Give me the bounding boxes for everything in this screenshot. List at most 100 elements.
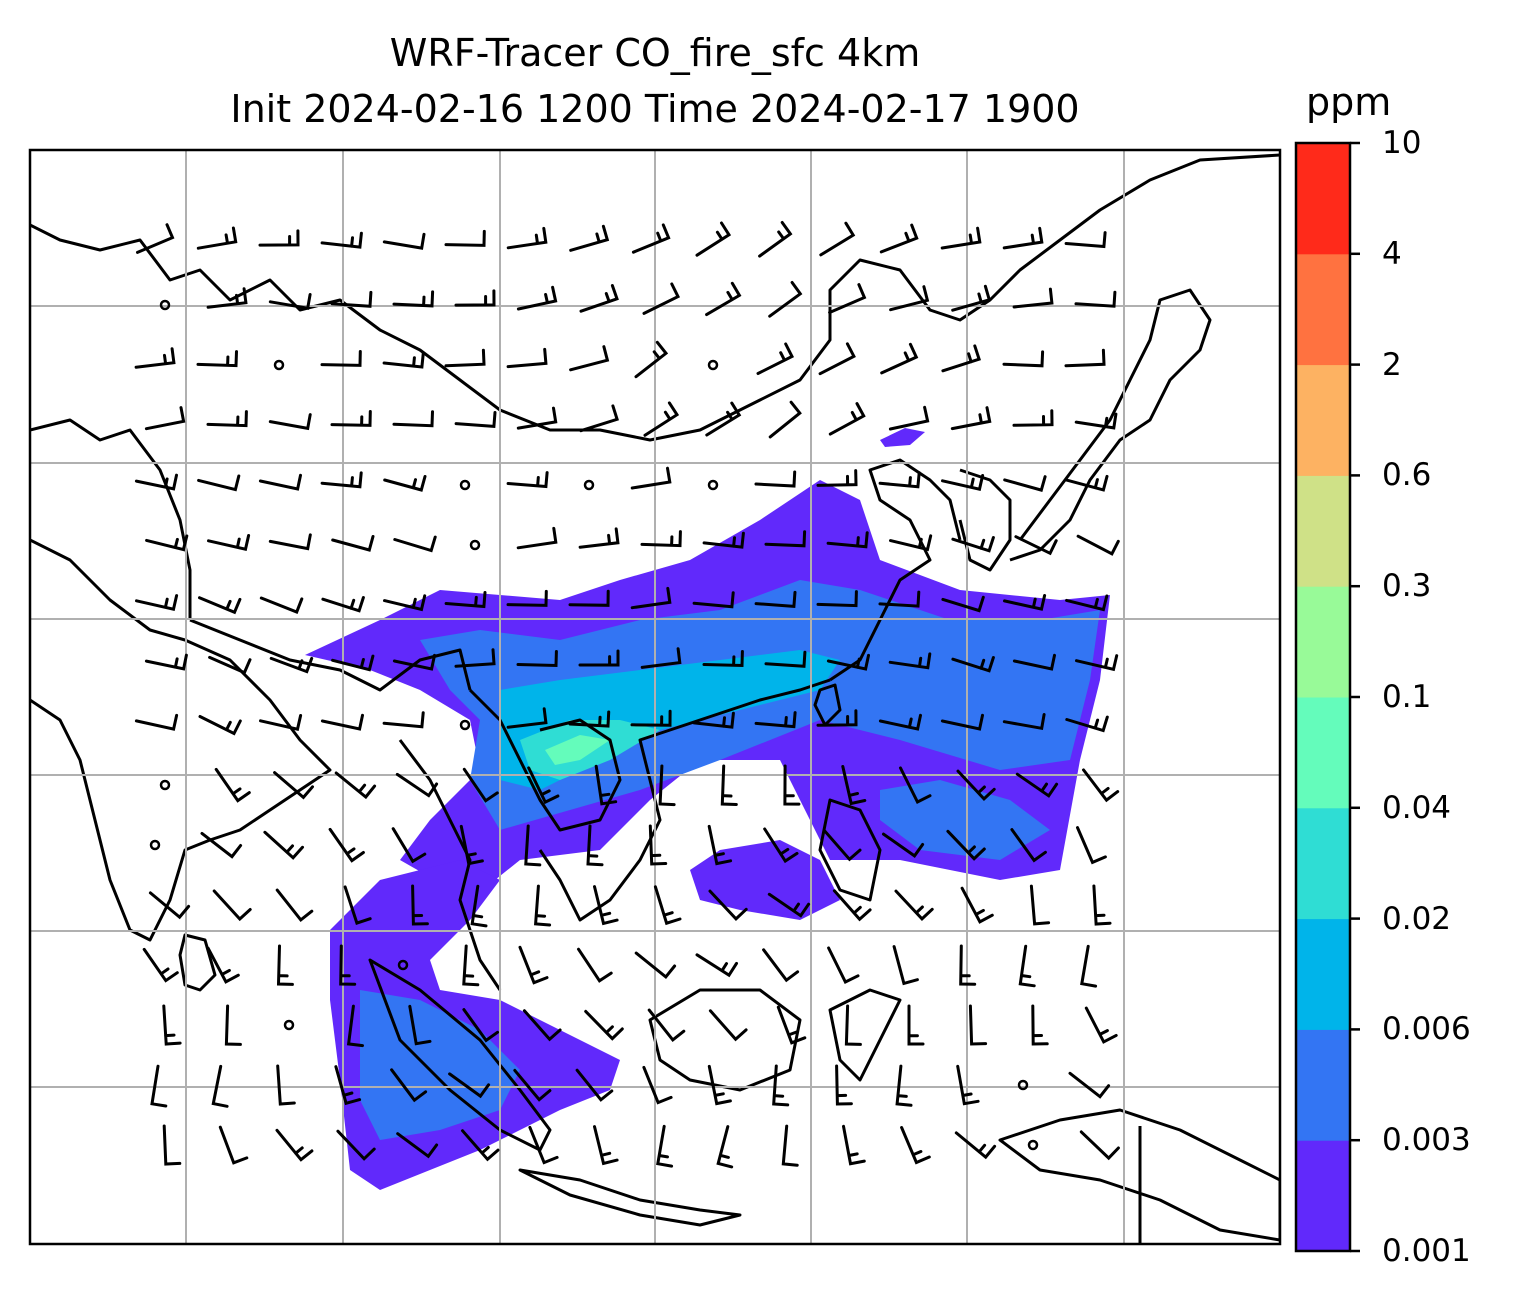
wind-barb [1010, 828, 1047, 863]
japan [1009, 288, 1212, 562]
wind-barb [768, 281, 803, 318]
wind-barb [528, 1125, 559, 1165]
wind-barb [695, 953, 738, 978]
wind-barb [959, 944, 977, 986]
wind-barb [506, 589, 548, 607]
wind-barb [343, 885, 372, 925]
wind-barb [940, 226, 982, 250]
wind-barb [392, 410, 434, 428]
wind-barb [268, 413, 312, 431]
china-coast [829, 458, 962, 682]
wind-barb [707, 824, 733, 866]
wind-barb [162, 1124, 182, 1166]
wind-barb [642, 1065, 673, 1105]
wind-barb [941, 595, 985, 613]
wind-barb [705, 401, 742, 437]
map-title-line1: WRF-Tracer CO_fire_sfc 4km [389, 31, 921, 75]
map-frame [28, 148, 1282, 1246]
wind-barb [444, 348, 486, 368]
wind-barb [1031, 1004, 1049, 1046]
wind-barb [586, 824, 604, 867]
wind-barb [827, 946, 860, 985]
wind-barb [634, 340, 669, 379]
wind-barb [320, 350, 362, 367]
wind-barb [506, 707, 548, 729]
wind-barb [198, 715, 242, 736]
wind-barb [951, 656, 995, 673]
wind-barb [630, 709, 672, 727]
wind-barb [708, 889, 748, 922]
wind-barb [224, 1004, 242, 1046]
wind-barb [816, 709, 858, 727]
wind-barb [1065, 474, 1109, 492]
india-coast [30, 538, 332, 942]
wind-barb [892, 945, 919, 986]
wind-barb [142, 947, 179, 983]
wind-barb [781, 1124, 799, 1167]
wind-barb [842, 1124, 866, 1166]
wind-barb [339, 944, 357, 986]
calm-wind-circle [583, 479, 595, 491]
wind-barb [1014, 535, 1058, 556]
wind-barb [889, 285, 930, 312]
wind-barb [630, 466, 672, 490]
wind-barb [207, 534, 251, 551]
java [518, 1168, 742, 1227]
wind-barb [148, 891, 191, 920]
wind-barb [506, 471, 549, 489]
wind-barb [214, 767, 251, 803]
wind-barb [1015, 772, 1059, 798]
northern-borders [30, 153, 1280, 442]
calm-wind-circle [159, 299, 171, 311]
wind-barb [823, 829, 862, 862]
wind-barb [1084, 1006, 1118, 1044]
wind-barb [764, 650, 807, 668]
wind-barb [593, 1125, 619, 1166]
wind-barb [516, 650, 558, 668]
wind-barb [888, 405, 930, 431]
wind-barb [1029, 884, 1051, 926]
wind-barb [1080, 944, 1098, 988]
wind-barb [707, 1064, 732, 1106]
wind-barb [461, 1129, 500, 1162]
wind-barb [593, 885, 619, 926]
wind-barb [879, 223, 919, 254]
wind-barb [578, 649, 620, 667]
wind-barb [320, 471, 363, 489]
wind-barb [328, 827, 365, 863]
wind-barb [448, 1072, 491, 1099]
wind-barb [331, 654, 375, 672]
plume-core-level5 [545, 735, 610, 765]
central-asia-borders [30, 418, 192, 620]
plume-ne-patch [880, 428, 925, 447]
wind-barb [579, 284, 619, 313]
colorbar-tick-label: 0.6 [1382, 457, 1432, 494]
wind-barb [444, 229, 486, 247]
wind-barb [462, 1008, 499, 1043]
wind-barb [408, 1004, 432, 1046]
wind-barb [1012, 287, 1054, 309]
wind-barb [206, 946, 240, 984]
wind-barb [575, 1068, 614, 1102]
wind-barb [946, 829, 986, 861]
wind-barb [951, 536, 995, 553]
wind-barb [454, 648, 496, 668]
wind-barb [275, 888, 314, 923]
wind-barb [513, 1068, 552, 1102]
wind-barb [631, 223, 671, 254]
wind-barb [269, 656, 314, 674]
wind-barb [783, 764, 801, 806]
calm-wind-circle [1017, 1079, 1029, 1091]
wind-barb [828, 283, 867, 314]
wind-barb [835, 1064, 853, 1106]
wind-barb [878, 471, 921, 489]
wind-barb [950, 406, 992, 431]
wind-barb [198, 596, 242, 615]
wind-barb [776, 1005, 807, 1045]
taiwan [813, 683, 842, 727]
wind-barb [346, 1004, 364, 1048]
wind-barb [568, 589, 610, 607]
wind-barb [772, 1064, 790, 1107]
wind-barb [1012, 409, 1054, 427]
colorbar-segment [1296, 143, 1350, 255]
